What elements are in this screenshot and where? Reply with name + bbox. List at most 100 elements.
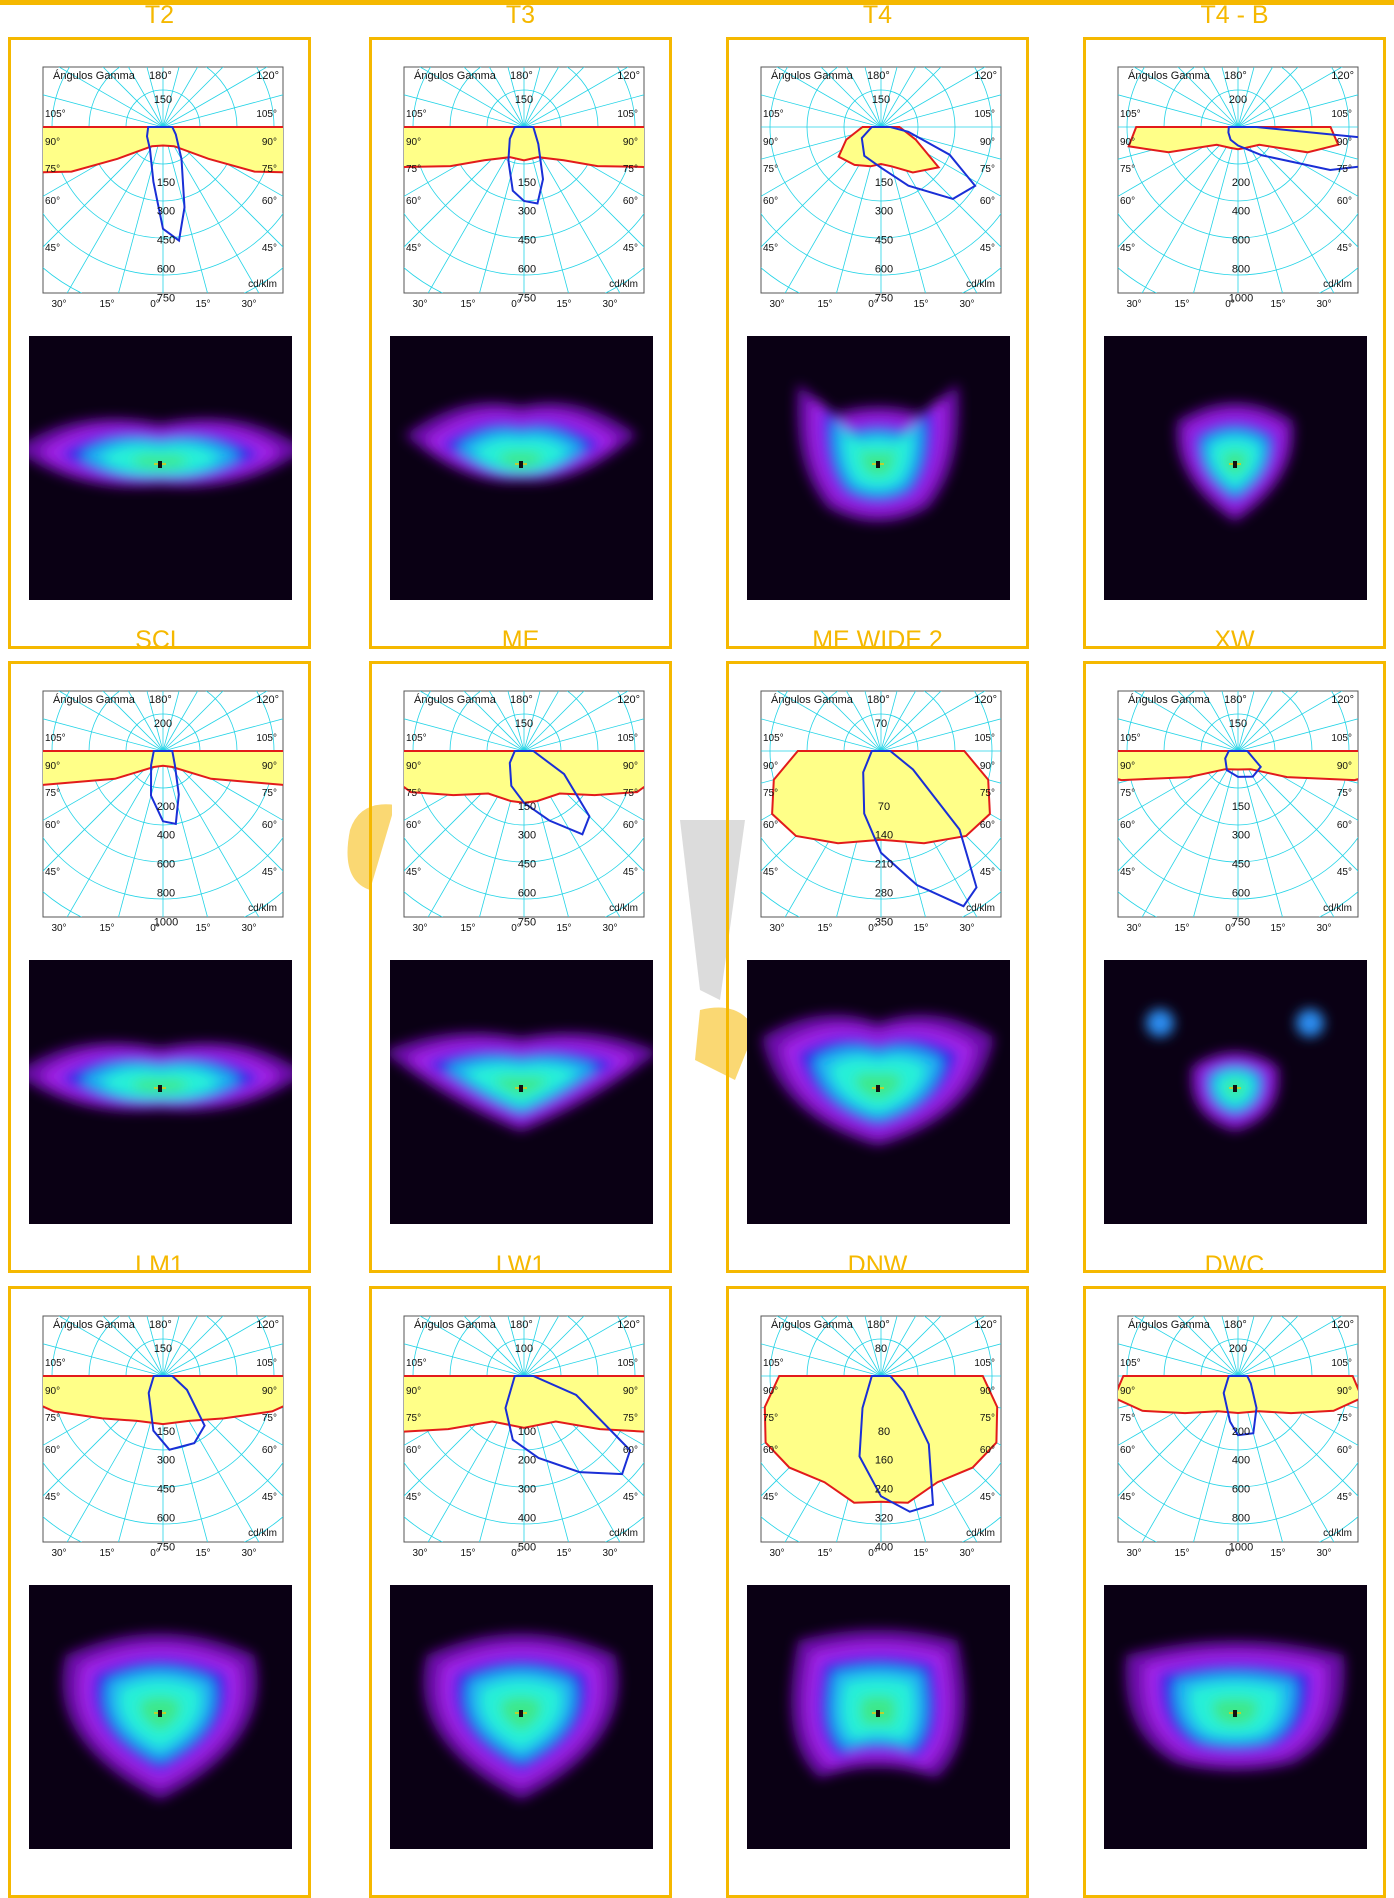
right-angle-label: 45° [980, 243, 995, 254]
top-accent-bar [0, 0, 1394, 5]
right-angle-label: 90° [1337, 761, 1352, 772]
left-angle-label: 105° [1120, 109, 1141, 120]
bottom-angle-label: 15° [1174, 923, 1189, 934]
bottom-angle-label: 0° [1225, 299, 1235, 310]
top-scale-label: 80 [875, 1343, 887, 1355]
optic-title: DWC [1204, 1251, 1265, 1279]
gamma-120-label: 120° [617, 1319, 640, 1331]
ring-label: 1000 [154, 916, 178, 928]
ring-label: 450 [518, 859, 536, 871]
left-angle-label: 90° [45, 761, 60, 772]
left-angle-label: 75° [1120, 1413, 1135, 1424]
gamma-header: Ángulos Gamma [414, 69, 497, 82]
right-angle-label: 105° [974, 109, 995, 120]
ring-label: 600 [157, 263, 175, 275]
bottom-angle-label: 15° [913, 923, 928, 934]
top-scale-label: 150 [872, 94, 890, 106]
optic-title: XW [1214, 626, 1255, 654]
left-angle-label: 60° [763, 196, 778, 207]
ring-label: 600 [1232, 1484, 1250, 1496]
left-angle-label: 75° [763, 788, 778, 799]
left-angle-label: 75° [763, 164, 778, 175]
ring-label: 400 [518, 1512, 536, 1524]
curve-c90 [504, 1375, 632, 1476]
right-angle-label: 75° [980, 1413, 995, 1424]
left-angle-label: 105° [406, 109, 427, 120]
bottom-angle-label: 0° [511, 299, 521, 310]
gamma-180-label: 180° [867, 70, 890, 82]
ring-label: 450 [518, 235, 536, 247]
left-angle-label: 75° [406, 164, 421, 175]
curve-c90 [858, 1375, 935, 1513]
right-angle-label: 90° [262, 1386, 277, 1397]
bottom-angle-label: 30° [51, 1548, 66, 1559]
ring-label: 400 [875, 1541, 893, 1553]
left-angle-label: 45° [1120, 243, 1135, 254]
right-angle-label: 45° [623, 243, 638, 254]
ring-label: 150 [157, 1426, 175, 1438]
bottom-angle-label: 15° [1270, 923, 1285, 934]
left-angle-label: 45° [1120, 867, 1135, 878]
right-angle-label: 45° [1337, 243, 1352, 254]
left-angle-label: 60° [45, 820, 60, 831]
curve-c0 [43, 750, 283, 786]
bottom-angle-label: 30° [412, 1548, 427, 1559]
right-angle-label: 90° [1337, 1386, 1352, 1397]
bottom-angle-label: 15° [195, 1548, 210, 1559]
ring-label: 150 [518, 801, 536, 813]
ring-label: 200 [157, 801, 175, 813]
left-angle-label: 45° [763, 243, 778, 254]
gamma-header: Ángulos Gamma [1128, 69, 1211, 82]
ring-label: 400 [1232, 206, 1250, 218]
bottom-angle-label: 15° [195, 299, 210, 310]
optic-card: Ángulos Gamma 180° 120° 150 150 300 450 600 750 1… [8, 37, 311, 649]
gamma-header: Ángulos Gamma [414, 693, 497, 706]
top-scale-label: 150 [1229, 718, 1247, 730]
gamma-header: Ángulos Gamma [1128, 693, 1211, 706]
left-angle-label: 45° [45, 1492, 60, 1503]
bottom-angle-label: 15° [913, 299, 928, 310]
polar-diagram: Ángulos Gamma 180° 120° 150 150 300 450 600 750 1… [392, 675, 652, 941]
ring-label: 70 [878, 801, 890, 813]
curve-c0 [837, 126, 941, 174]
left-angle-label: 90° [1120, 1386, 1135, 1397]
curve-c0 [43, 1375, 283, 1426]
optic-card: Ángulos Gamma 180° 120° 150 150 300 450 600 750 1… [369, 37, 672, 649]
right-angle-label: 90° [1337, 137, 1352, 148]
gamma-header: Ángulos Gamma [53, 693, 136, 706]
unit-label: cd/klm [1323, 903, 1352, 914]
right-angle-label: 105° [1331, 733, 1352, 744]
bottom-angle-label: 30° [51, 923, 66, 934]
top-scale-label: 150 [154, 1343, 172, 1355]
ring-label: 100 [518, 1426, 536, 1438]
top-scale-label: 200 [154, 718, 172, 730]
gamma-120-label: 120° [1331, 70, 1354, 82]
bottom-angle-label: 30° [959, 299, 974, 310]
left-angle-label: 90° [1120, 137, 1135, 148]
ring-label: 600 [157, 859, 175, 871]
right-angle-label: 105° [1331, 1358, 1352, 1369]
ring-label: 600 [1232, 887, 1250, 899]
ring-label: 300 [518, 830, 536, 842]
bottom-angle-label: 15° [460, 299, 475, 310]
optic-card: Ángulos Gamma 180° 120° 200 200 400 600 800 1000… [1083, 37, 1386, 649]
ring-label: 140 [875, 830, 893, 842]
left-angle-label: 75° [763, 1413, 778, 1424]
bottom-angle-label: 30° [769, 1548, 784, 1559]
gamma-120-label: 120° [256, 70, 279, 82]
gamma-header: Ángulos Gamma [414, 1318, 497, 1331]
right-angle-label: 60° [262, 820, 277, 831]
left-angle-label: 90° [45, 137, 60, 148]
optic-title: ME [501, 626, 540, 654]
left-angle-label: 90° [406, 761, 421, 772]
bottom-angle-label: 15° [556, 923, 571, 934]
ring-label: 200 [518, 1455, 536, 1467]
luminaire-marker [876, 461, 880, 468]
gamma-header: Ángulos Gamma [53, 69, 136, 82]
left-angle-label: 45° [406, 867, 421, 878]
left-angle-label: 75° [45, 788, 60, 799]
right-angle-label: 60° [623, 820, 638, 831]
right-angle-label: 45° [623, 867, 638, 878]
bottom-angle-label: 30° [602, 923, 617, 934]
ring-label: 300 [875, 206, 893, 218]
